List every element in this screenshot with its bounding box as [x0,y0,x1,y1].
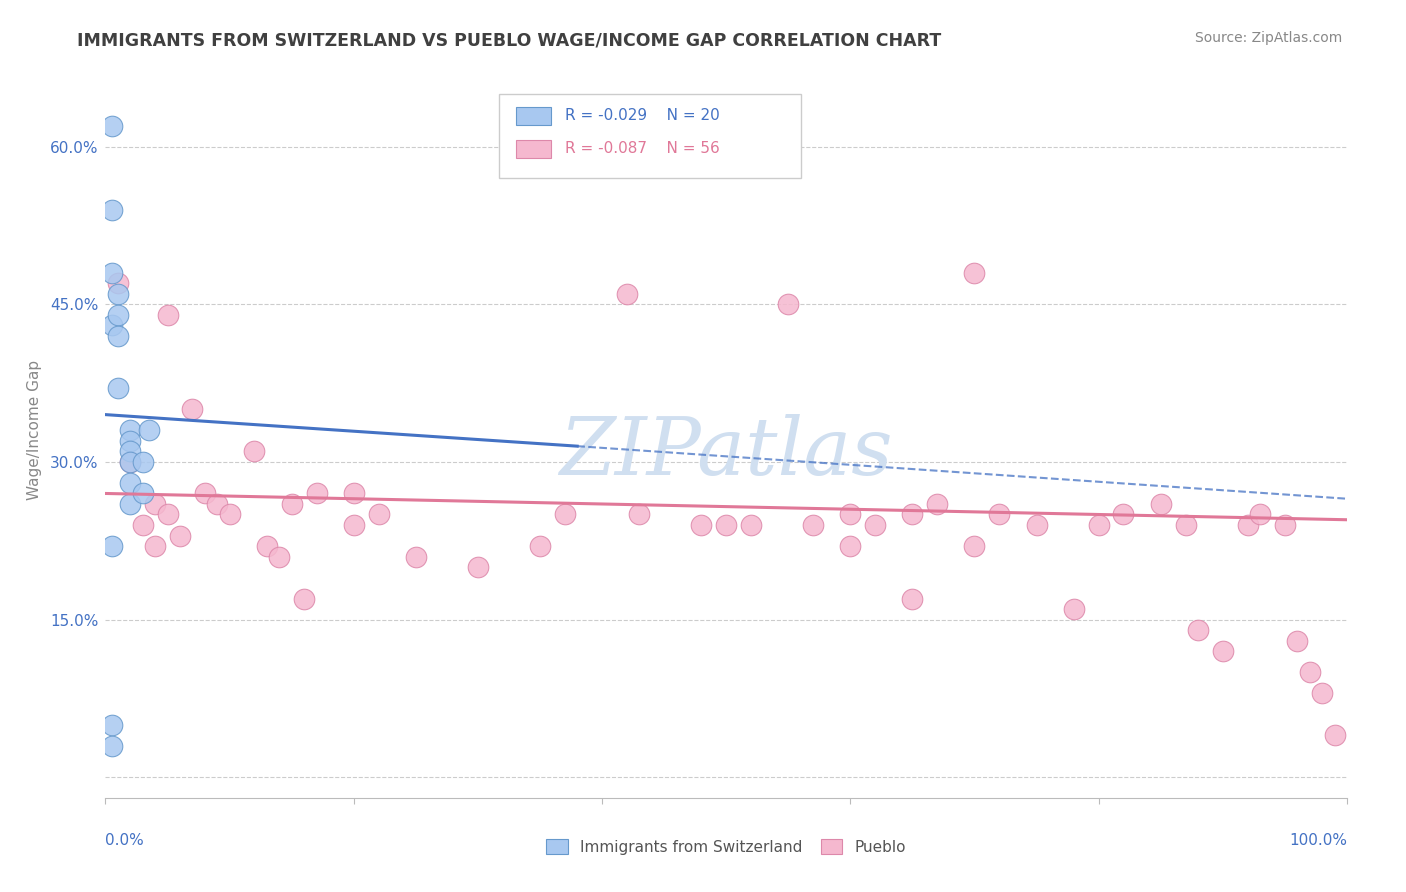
Text: IMMIGRANTS FROM SWITZERLAND VS PUEBLO WAGE/INCOME GAP CORRELATION CHART: IMMIGRANTS FROM SWITZERLAND VS PUEBLO WA… [77,31,942,49]
Point [367,508,389,522]
Point [100,318,122,333]
Point [1212,644,1234,658]
Point [1299,665,1322,680]
Point [194,486,217,500]
Point [120,424,142,438]
Point [863,518,886,533]
Point [1249,508,1271,522]
Point [1063,602,1085,616]
Point [529,539,551,553]
Point [988,508,1011,522]
Point [801,518,824,533]
Point [120,455,142,469]
Point [100,717,122,731]
Point [138,424,160,438]
Text: R = -0.087    N = 56: R = -0.087 N = 56 [565,142,720,156]
Point [1286,633,1309,648]
Point [1323,728,1346,742]
Point [131,518,153,533]
Point [927,497,949,511]
Point [628,508,651,522]
Point [1112,508,1135,522]
Point [120,434,142,448]
Point [218,508,240,522]
Point [690,518,713,533]
Point [839,508,862,522]
Point [169,528,191,542]
Point [120,475,142,490]
Point [740,518,762,533]
Point [107,277,129,291]
Point [901,591,924,606]
Point [1087,518,1109,533]
Point [100,739,122,753]
Point [1236,518,1258,533]
Point [343,518,366,533]
Point [143,539,166,553]
Point [120,455,142,469]
Point [292,591,315,606]
Text: ZIPatlas: ZIPatlas [560,414,893,491]
Point [269,549,291,564]
Point [901,508,924,522]
Point [405,549,427,564]
Point [107,328,129,343]
Point [1150,497,1173,511]
Point [714,518,737,533]
Point [778,297,800,311]
Point [107,286,129,301]
Point [616,286,638,301]
Point [1174,518,1197,533]
Point [1187,623,1209,637]
Point [131,455,153,469]
Point [963,539,986,553]
Point [156,308,179,322]
Text: R = -0.029    N = 20: R = -0.029 N = 20 [565,109,720,123]
Point [100,266,122,280]
Point [100,202,122,217]
Point [305,486,328,500]
Y-axis label: Wage/Income Gap: Wage/Income Gap [27,360,42,500]
Point [243,444,266,458]
Point [120,497,142,511]
Point [100,119,122,133]
Point [1274,518,1296,533]
Point [554,508,576,522]
Text: 100.0%: 100.0% [1289,833,1347,848]
Point [107,381,129,395]
Point [120,444,142,458]
Point [1025,518,1047,533]
Point [280,497,302,511]
Point [143,497,166,511]
Point [107,308,129,322]
Point [156,508,179,522]
Point [963,266,986,280]
Point [131,486,153,500]
Point [343,486,366,500]
Text: Source: ZipAtlas.com: Source: ZipAtlas.com [1195,31,1343,45]
Legend: Immigrants from Switzerland, Pueblo: Immigrants from Switzerland, Pueblo [540,833,912,861]
Point [256,539,278,553]
Point [181,402,204,417]
Point [100,539,122,553]
Point [467,560,489,574]
Point [839,539,862,553]
Text: 0.0%: 0.0% [105,833,145,848]
Point [1310,686,1333,700]
Point [205,497,228,511]
